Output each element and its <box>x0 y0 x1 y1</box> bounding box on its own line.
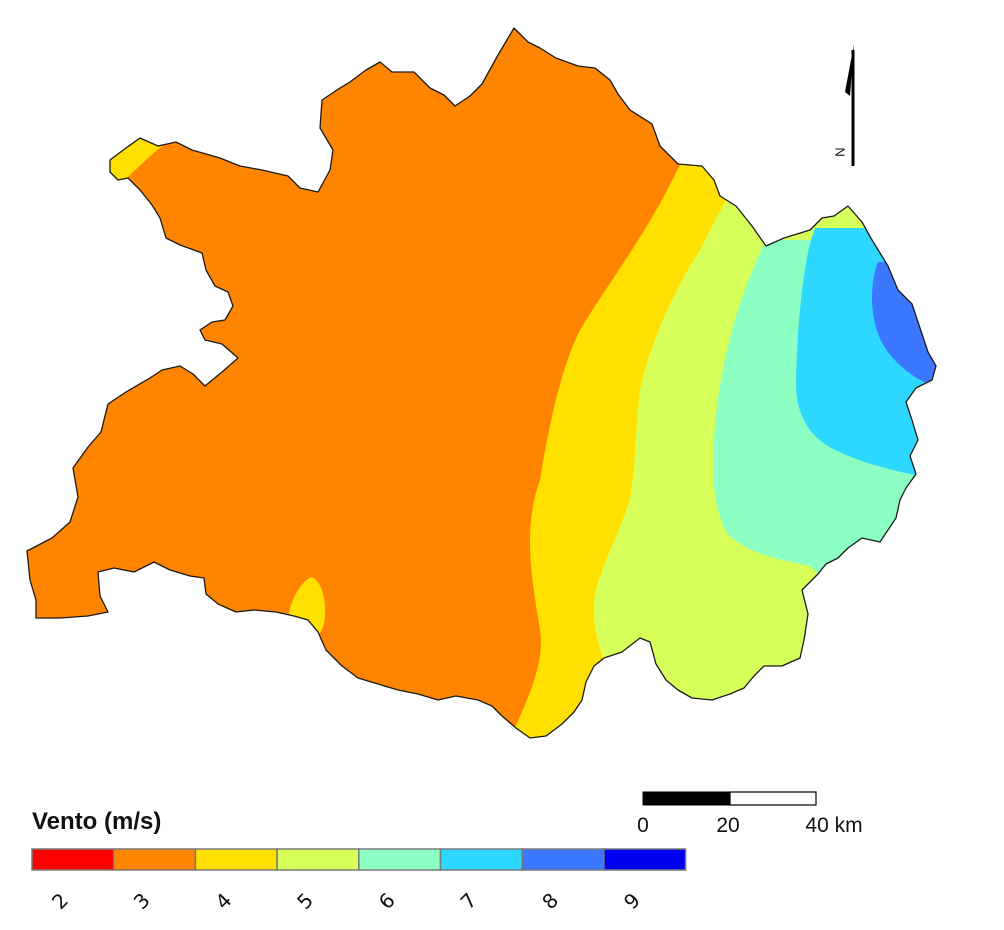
legend-label-5: 5 <box>292 888 318 914</box>
legend: Vento (m/s) 2 3 4 5 6 7 8 9 <box>31 808 687 914</box>
legend-swatch-3 <box>112 848 197 871</box>
scale-label-20: 20 <box>716 814 739 837</box>
legend-swatch-4 <box>194 848 278 871</box>
legend-label-7: 7 <box>456 888 482 914</box>
legend-title: Vento (m/s) <box>32 808 161 835</box>
north-letter: N <box>833 147 848 156</box>
legend-swatch-9 <box>603 848 687 871</box>
legend-label-9: 9 <box>619 888 645 914</box>
scale-label-0: 0 <box>637 814 649 837</box>
legend-swatch-6 <box>358 848 442 871</box>
legend-labels: 2 3 4 5 6 7 8 9 <box>47 888 645 914</box>
legend-label-2: 2 <box>47 888 73 914</box>
legend-swatches <box>31 848 687 871</box>
legend-swatch-7 <box>439 848 523 871</box>
legend-swatch-2 <box>31 848 115 871</box>
scale-label-40km: 40 km <box>805 814 862 837</box>
legend-label-8: 8 <box>537 888 563 914</box>
scale-bar: 0 20 40 km <box>637 791 863 837</box>
legend-label-6: 6 <box>374 888 400 914</box>
legend-label-4: 4 <box>210 888 236 914</box>
legend-swatch-5 <box>276 848 360 871</box>
legend-label-3: 3 <box>129 888 155 914</box>
scale-bar-empty-segment <box>729 791 817 806</box>
scale-bar-filled-segment <box>642 791 731 806</box>
north-arrow: N <box>833 44 855 166</box>
legend-swatch-8 <box>521 848 605 871</box>
